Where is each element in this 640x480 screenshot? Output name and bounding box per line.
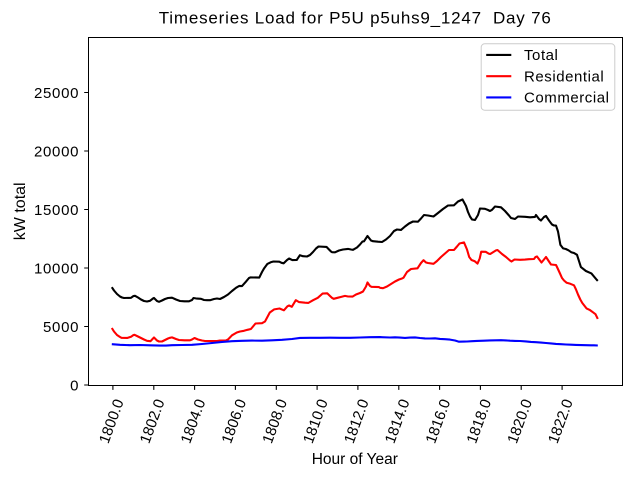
svg-text:Residential: Residential: [524, 68, 604, 85]
svg-text:20000: 20000: [34, 143, 79, 160]
svg-text:0: 0: [70, 377, 79, 394]
svg-text:Commercial: Commercial: [524, 90, 610, 107]
svg-text:Timeseries Load for P5U p5uhs9: Timeseries Load for P5U p5uhs9_1247 Day …: [159, 8, 552, 27]
svg-text:15000: 15000: [34, 202, 79, 219]
svg-text:5000: 5000: [43, 319, 79, 336]
svg-text:10000: 10000: [34, 260, 79, 277]
svg-text:Hour of Year: Hour of Year: [312, 451, 398, 468]
svg-text:25000: 25000: [34, 85, 79, 102]
svg-text:kW total: kW total: [12, 182, 29, 240]
svg-text:Total: Total: [524, 47, 558, 64]
